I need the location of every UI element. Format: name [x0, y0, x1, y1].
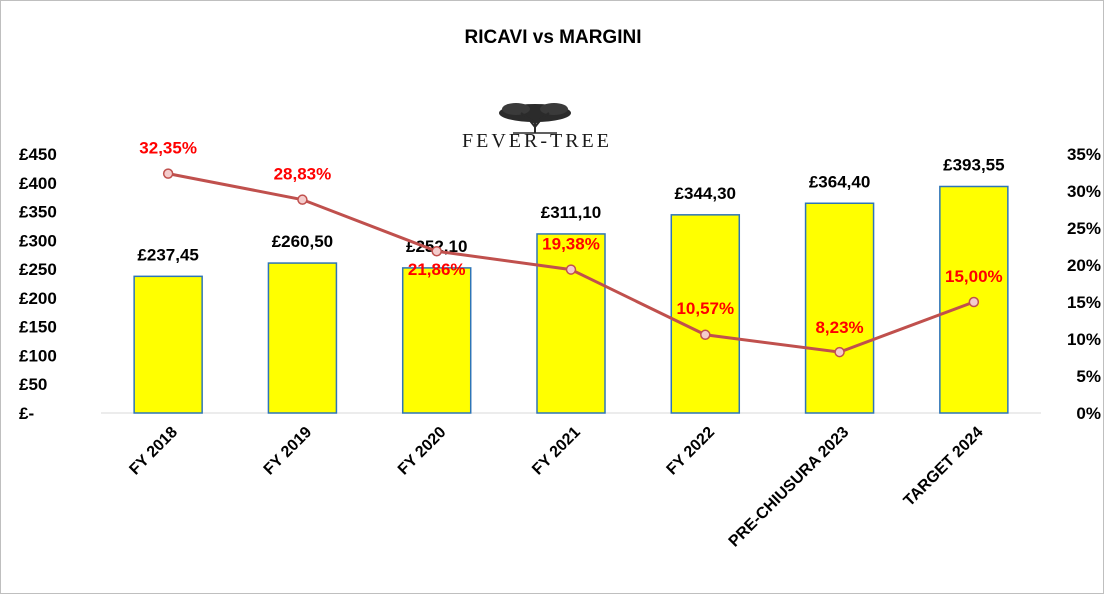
left-tick-label: £100 — [19, 346, 57, 365]
bar — [536, 233, 606, 414]
margin-point — [565, 264, 577, 275]
left-tick-label: £200 — [19, 289, 57, 308]
margin-point — [700, 329, 711, 341]
category-label: FY 2019 — [261, 424, 316, 479]
bar — [267, 262, 338, 414]
bar — [133, 275, 203, 414]
category-label: TARGET 2024 — [901, 424, 987, 510]
bar-value-label: £260,50 — [272, 232, 333, 251]
margin-point — [431, 245, 442, 257]
margin-value-label: 19,38% — [542, 235, 600, 254]
margin-point — [834, 346, 845, 358]
right-axis: 0% 5% 10% 15% 20% 25% 30% 35% — [1067, 145, 1101, 423]
right-tick-label: 30% — [1067, 182, 1101, 201]
bar-value-label: £364,40 — [809, 172, 870, 191]
category-label: FY 2018 — [126, 424, 181, 479]
logo-wordmark: FEVER-TREE — [462, 130, 612, 152]
tree-icon — [499, 103, 571, 134]
right-tick-label: 15% — [1067, 293, 1101, 312]
left-tick-label: £350 — [19, 203, 57, 222]
left-tick-label: £- — [19, 404, 34, 423]
right-tick-label: 25% — [1067, 219, 1101, 238]
right-tick-label: 10% — [1067, 330, 1101, 349]
category-labels: FY 2018 FY 2019 FY 2020 FY 2021 FY 2022 PRE-C… — [126, 424, 986, 551]
margin-point — [162, 168, 174, 179]
margin-value-label: 15,00% — [945, 267, 1003, 286]
bar — [401, 267, 472, 414]
left-axis: £- £50 £100 £150 £200 £250 £300 £350 £400 £450 — [19, 145, 57, 423]
bar-series — [133, 185, 1009, 414]
margin-value-label: 32,35% — [139, 139, 197, 158]
left-tick-label: £250 — [19, 260, 57, 279]
line-series — [162, 168, 980, 358]
left-tick-label: £400 — [19, 174, 57, 193]
category-label: FY 2021 — [529, 424, 584, 479]
margin-value-label: 28,83% — [274, 165, 332, 184]
chart-title: RICAVI vs MARGINI — [464, 27, 641, 48]
right-tick-label: 35% — [1067, 145, 1101, 164]
bar-value-label: £237,45 — [137, 245, 198, 264]
right-tick-label: 0% — [1076, 404, 1101, 423]
category-label: FY 2022 — [664, 424, 719, 479]
margin-point — [968, 296, 980, 308]
bar-labels: £237,45£260,50£252,10£311,10£344,30£364,… — [137, 155, 1004, 264]
bar — [804, 202, 875, 414]
margin-value-label: 10,57% — [676, 299, 734, 318]
left-tick-label: £50 — [19, 375, 47, 394]
bar — [670, 214, 741, 414]
fever-tree-logo: FEVER-TREE — [462, 103, 612, 152]
left-tick-label: £300 — [19, 231, 57, 250]
left-tick-label: £150 — [19, 318, 57, 337]
margin-value-label: 21,86% — [408, 260, 466, 279]
margin-point — [297, 194, 308, 205]
margin-value-label: 8,23% — [815, 318, 863, 337]
right-tick-label: 20% — [1067, 256, 1101, 275]
category-label: PRE-CHIUSURA 2023 — [726, 424, 853, 551]
left-tick-label: £450 — [19, 145, 57, 164]
right-tick-label: 5% — [1076, 367, 1101, 386]
bar-value-label: £344,30 — [675, 184, 736, 203]
bar-value-label: £393,55 — [943, 155, 1004, 174]
line-labels: 32,35% 28,83% 21,86% 19,38% 10,57% 8,23% 15,00… — [139, 139, 1002, 337]
bar-value-label: £311,10 — [541, 203, 602, 222]
category-label: FY 2020 — [395, 424, 450, 479]
